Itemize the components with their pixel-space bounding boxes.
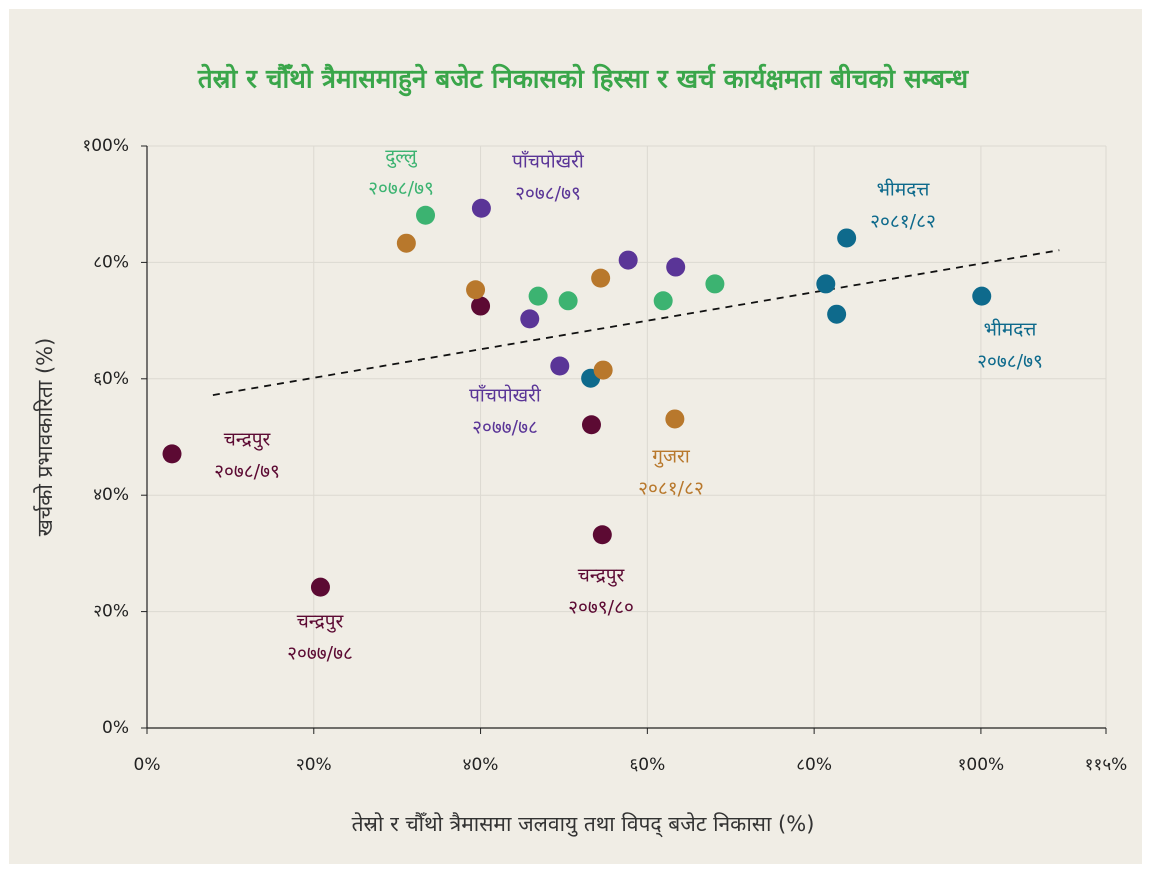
annotation-period: २०७७/७८	[287, 643, 353, 665]
y-tick-label: ४0%	[93, 485, 129, 505]
x-tick-label: ४0%	[463, 755, 499, 775]
x-tick-label: 0%	[134, 755, 161, 775]
point	[471, 198, 491, 218]
x-tick-label: ८0%	[796, 755, 832, 775]
point	[705, 274, 725, 294]
y-tick-label: 0%	[102, 718, 129, 738]
point	[416, 205, 436, 225]
annotation-name: भीमदत्त	[877, 178, 931, 201]
x-axis-label: तेस्रो र चौँथो त्रैमासमा जलवायु तथा विपद…	[352, 812, 815, 838]
point	[396, 233, 416, 253]
annotation-name: चन्द्रपुर	[224, 429, 272, 452]
point	[593, 360, 613, 380]
point	[827, 304, 847, 324]
x-tick-label: १00%	[958, 755, 1005, 775]
point	[653, 291, 673, 311]
x-tick-label: ११५%	[1085, 755, 1128, 775]
y-tick-label: २0%	[93, 602, 129, 622]
point	[520, 309, 540, 329]
annotation-name: पाँचपोखरी	[512, 150, 585, 173]
point	[665, 409, 685, 429]
annotation-period: २०८१/८२	[638, 478, 704, 500]
x-tick-label: ६0%	[629, 755, 665, 775]
annotation-period: २०७९/८०	[568, 597, 634, 619]
point	[466, 280, 486, 300]
annotation-name: चन्द्रपुर	[578, 565, 626, 588]
point	[162, 444, 182, 464]
background	[9, 9, 1142, 864]
y-tick-label: १00%	[82, 136, 129, 156]
y-tick-label: ६0%	[93, 369, 129, 389]
point	[972, 286, 992, 306]
x-tick-label: २0%	[296, 755, 332, 775]
point	[591, 268, 611, 288]
annotation-name: पाँचपोखरी	[469, 384, 542, 407]
annotation-period: २०७८/७९	[368, 178, 434, 200]
point	[558, 291, 578, 311]
annotation-name: दुल्लु	[385, 146, 418, 169]
annotation-period: २०७८/७९	[214, 461, 280, 483]
annotation-name: भीमदत्त	[984, 318, 1038, 341]
annotation-period: २०७८/७९	[515, 183, 581, 205]
y-tick-label: ८0%	[93, 252, 129, 272]
point	[592, 525, 612, 545]
chart-title: तेस्रो र चौँथो त्रैमासमाहुने बजेट निकासक…	[197, 64, 969, 97]
point	[471, 296, 491, 316]
point	[666, 257, 686, 277]
point	[618, 250, 638, 270]
annotation-name: गुजरा	[652, 446, 691, 469]
annotation-period: २०८१/८२	[870, 211, 936, 233]
annotation-period: २०७८/७९	[977, 351, 1043, 373]
point	[581, 415, 601, 435]
point	[528, 286, 548, 306]
y-axis-label: खर्चको प्रभावकारिता (%)	[33, 338, 57, 537]
annotation-period: २०७७/७८	[472, 417, 538, 439]
point	[310, 577, 330, 597]
marks: दुल्लु २०७८/७९ पाँचपोखरी २०७८/७९ भीमदत्त २०८१…	[162, 146, 1060, 665]
point	[816, 274, 836, 294]
annotation-name: चन्द्रपुर	[297, 611, 345, 634]
trend-line	[212, 249, 1060, 396]
point	[550, 356, 570, 376]
point	[837, 228, 857, 248]
